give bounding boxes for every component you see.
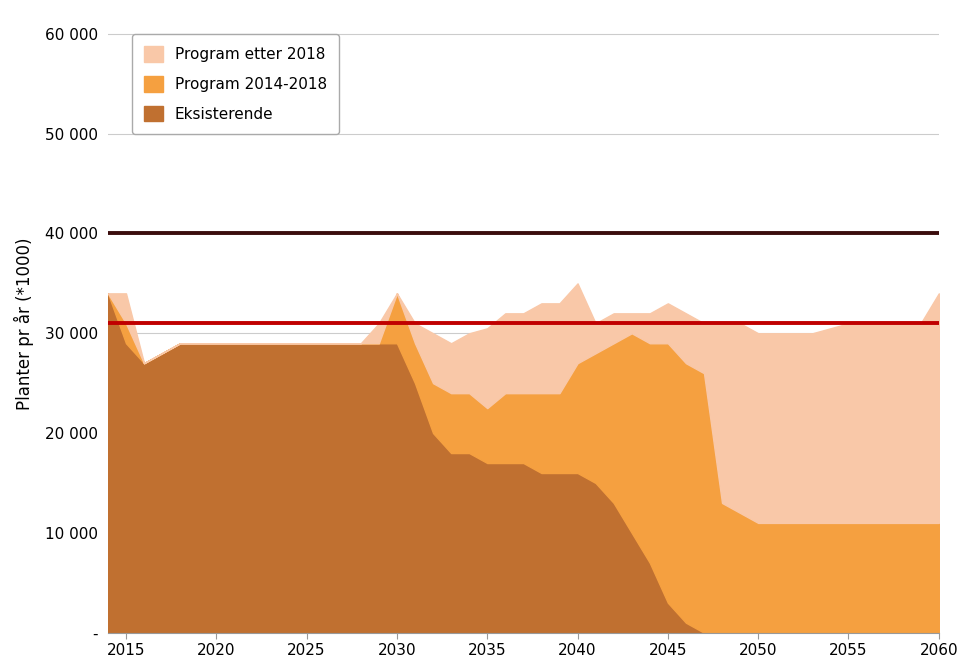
Y-axis label: Planter pr år (*1000): Planter pr år (*1000) [14,237,34,409]
Legend: Program etter 2018, Program 2014-2018, Eksisterende: Program etter 2018, Program 2014-2018, E… [132,34,339,134]
